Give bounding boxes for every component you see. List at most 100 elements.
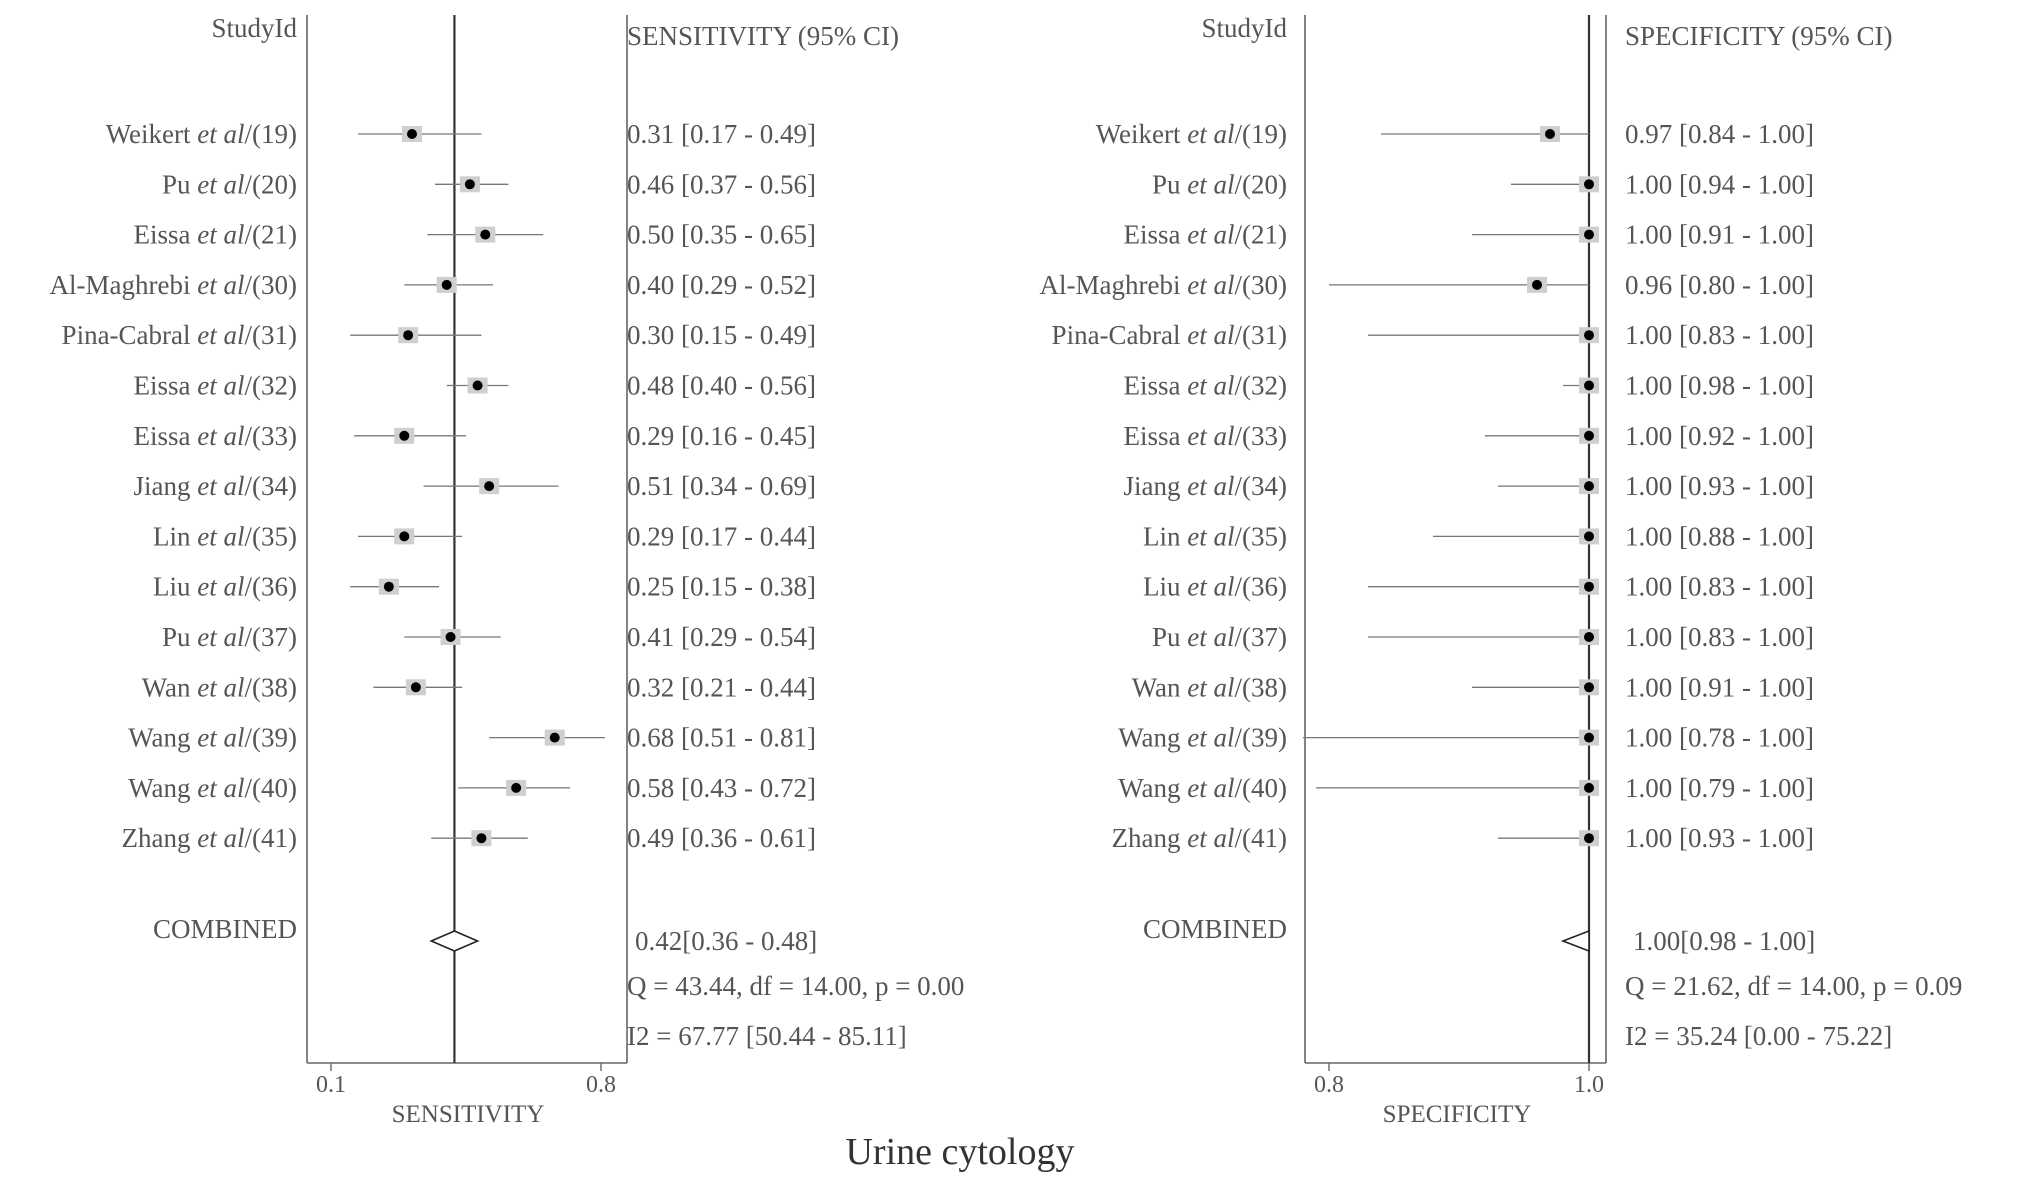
study-label: Al-Maghrebi et al/(30): [50, 270, 297, 300]
study-ci-text: 0.50 [0.35 - 0.65]: [627, 220, 816, 250]
study-ref: /(41): [245, 823, 297, 853]
study-ci-text: 0.68 [0.51 - 0.81]: [627, 723, 816, 753]
study-ci-text: 1.00 [0.78 - 1.00]: [1625, 723, 1814, 753]
study-author: Wan: [142, 672, 198, 702]
study-ci-text: 1.00 [0.83 - 1.00]: [1625, 320, 1814, 350]
study-etal: et al: [1187, 371, 1234, 401]
figure-title: Urine cytology: [845, 1131, 1074, 1173]
study-author: Wang: [128, 773, 197, 803]
study-author: Eissa: [134, 220, 198, 250]
study-point-estimate: [1584, 229, 1594, 240]
study-author: Zhang: [1112, 823, 1188, 853]
study-etal: et al: [1187, 471, 1234, 501]
study-etal: et al: [197, 723, 244, 753]
study-ref: /(33): [1235, 421, 1287, 451]
study-ci-text: 0.40 [0.29 - 0.52]: [627, 270, 816, 300]
study-etal: et al: [1187, 723, 1234, 753]
study-point-estimate: [1584, 581, 1594, 592]
study-ci-text: 1.00 [0.98 - 1.00]: [1625, 371, 1814, 401]
study-ci-text: 0.31 [0.17 - 0.49]: [627, 119, 816, 149]
study-point-estimate: [399, 531, 410, 542]
ci-column-header: SPECIFICITY (95% CI): [1625, 21, 1893, 51]
study-point-estimate: [445, 632, 456, 642]
study-ref: /(39): [1235, 723, 1287, 753]
study-point-estimate: [441, 279, 452, 290]
study-etal: et al: [1187, 622, 1234, 652]
study-author: Wang: [1118, 773, 1187, 803]
study-ci-text: 0.29 [0.16 - 0.45]: [627, 421, 816, 451]
study-point-estimate: [549, 732, 560, 743]
study-etal: et al: [197, 622, 244, 652]
study-ci-text: 0.25 [0.15 - 0.38]: [627, 572, 816, 602]
study-point-estimate: [476, 833, 487, 844]
study-etal: et al: [1187, 220, 1234, 250]
study-label: Wan et al/(38): [142, 672, 297, 702]
study-author: Wang: [128, 723, 197, 753]
study-ref: /(35): [245, 521, 297, 551]
study-label: Eissa et al/(21): [134, 220, 297, 250]
study-label: Wang et al/(39): [128, 723, 297, 753]
study-label: Eissa et al/(33): [134, 421, 297, 451]
study-etal: et al: [1187, 773, 1234, 803]
study-ci-text: 0.49 [0.36 - 0.61]: [627, 823, 816, 853]
study-point-estimate: [464, 179, 475, 190]
study-ref: /(20): [245, 169, 297, 199]
study-author: Wang: [1118, 723, 1187, 753]
study-etal: et al: [1187, 521, 1234, 551]
study-ref: /(36): [245, 572, 297, 602]
study-ci-text: 1.00 [0.94 - 1.00]: [1625, 169, 1814, 199]
study-etal: et al: [197, 471, 244, 501]
study-author: Eissa: [134, 371, 198, 401]
study-ref: /(32): [1235, 371, 1287, 401]
study-etal: et al: [1187, 320, 1234, 350]
study-author: Lin: [1143, 521, 1187, 551]
study-point-estimate: [410, 682, 421, 693]
study-ref: /(37): [1235, 622, 1287, 652]
study-label: Eissa et al/(32): [134, 371, 297, 401]
study-ci-text: 1.00 [0.83 - 1.00]: [1625, 622, 1814, 652]
study-ref: /(30): [1235, 270, 1287, 300]
study-label: Al-Maghrebi et al/(30): [1040, 270, 1287, 300]
study-id-header: StudyId: [1201, 13, 1287, 43]
study-point-estimate: [1584, 782, 1594, 793]
study-author: Liu: [153, 572, 197, 602]
study-ref: /(36): [1235, 572, 1287, 602]
study-label: Eissa et al/(33): [1124, 421, 1287, 451]
study-point-estimate: [1584, 682, 1594, 693]
study-author: Eissa: [1124, 220, 1188, 250]
study-ref: /(34): [1235, 471, 1287, 501]
study-point-estimate: [1584, 380, 1594, 391]
study-point-estimate: [1584, 732, 1594, 743]
study-label: Lin et al/(35): [1143, 521, 1287, 551]
study-etal: et al: [1187, 672, 1234, 702]
study-ref: /(40): [1235, 773, 1287, 803]
study-label: Jiang et al/(34): [134, 471, 297, 501]
study-point-estimate: [383, 581, 394, 592]
study-ci-text: 1.00 [0.91 - 1.00]: [1625, 220, 1814, 250]
study-etal: et al: [1187, 169, 1234, 199]
study-author: Jiang: [1124, 471, 1188, 501]
study-point-estimate: [484, 481, 495, 492]
study-author: Liu: [1143, 572, 1187, 602]
study-ref: /(19): [245, 119, 297, 149]
study-ref: /(37): [245, 622, 297, 652]
study-author: Weikert: [106, 119, 198, 149]
study-ref: /(35): [1235, 521, 1287, 551]
study-label: Lin et al/(35): [153, 521, 297, 551]
study-ref: /(34): [245, 471, 297, 501]
study-label: Wang et al/(40): [128, 773, 297, 803]
study-ci-text: 1.00 [0.79 - 1.00]: [1625, 773, 1814, 803]
study-point-estimate: [480, 229, 491, 240]
study-point-estimate: [399, 430, 410, 441]
study-etal: et al: [197, 119, 244, 149]
heterogeneity-i2-text: I2 = 35.24 [0.00 - 75.22]: [1625, 1021, 1892, 1051]
study-label: Jiang et al/(34): [1124, 471, 1287, 501]
study-author: Jiang: [134, 471, 198, 501]
study-etal: et al: [197, 270, 244, 300]
study-etal: et al: [197, 572, 244, 602]
study-id-header: StudyId: [211, 13, 297, 43]
study-etal: et al: [197, 220, 244, 250]
study-point-estimate: [1584, 330, 1594, 341]
study-label: Liu et al/(36): [153, 572, 297, 602]
